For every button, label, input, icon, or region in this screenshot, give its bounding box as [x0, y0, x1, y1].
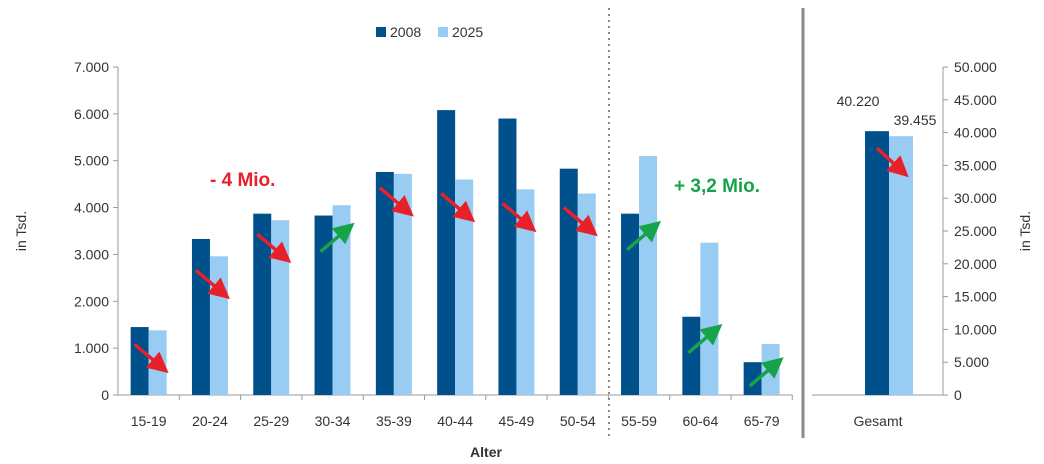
bar-2025	[639, 156, 658, 395]
bar-2008	[191, 238, 210, 395]
x-axis-title: Alter	[470, 444, 502, 460]
main-y-ticks: 0 1.000 2.000 3.000 4.000 5.000 6.000 7.000	[74, 59, 118, 403]
bar-2008	[682, 316, 701, 395]
increase-arrow	[319, 222, 355, 253]
y-tick-label: 2.000	[74, 293, 109, 309]
main-bars	[130, 110, 780, 396]
right-y-tick-label: 10.000	[954, 321, 997, 337]
decline-arrow	[194, 268, 230, 300]
x-tick-label: 20-24	[192, 413, 228, 429]
right-y-tick-label: 50.000	[954, 59, 997, 75]
right-y-tick-label: 40.000	[954, 125, 997, 141]
x-tick-label: 40-44	[437, 413, 473, 429]
x-tick-label: 25-29	[253, 413, 289, 429]
y-tick-label: 6.000	[74, 106, 109, 122]
legend-label-2008: 2008	[390, 24, 421, 40]
bar-2025-total	[889, 136, 913, 395]
total-y-ticks: 0 5.000 10.000 15.000 20.000 25.000 30.000 35.0…	[943, 59, 997, 403]
bar-2025	[700, 242, 719, 395]
x-tick-label: 50-54	[560, 413, 596, 429]
y-axis-title-right: in Tsd.	[1017, 211, 1033, 251]
right-y-tick-label: 15.000	[954, 289, 997, 305]
decline-arrow	[133, 343, 169, 374]
x-tick-label: 30-34	[315, 413, 351, 429]
decline-annotation: - 4 Mio.	[210, 170, 275, 191]
x-tick-label: 15-19	[131, 413, 167, 429]
x-tick-label: 60-64	[682, 413, 718, 429]
y-tick-label: 1.000	[74, 340, 109, 356]
increase-arrow	[625, 220, 662, 251]
bar-2008	[314, 215, 333, 395]
right-y-tick-label: 25.000	[954, 223, 997, 239]
data-label-2008-total: 40.220	[837, 93, 880, 109]
x-tick-label: 45-49	[499, 413, 535, 429]
bar-2025	[393, 173, 412, 395]
legend-label-2025: 2025	[452, 24, 483, 40]
increase-arrow	[687, 323, 723, 355]
bar-2025	[209, 256, 228, 395]
right-y-tick-label: 30.000	[954, 190, 997, 206]
bar-2008-total	[865, 131, 889, 395]
x-tick-label: 65-79	[744, 413, 780, 429]
total-bars	[865, 131, 913, 395]
bar-2008	[498, 118, 517, 396]
decline-arrow	[256, 232, 292, 264]
bar-2008	[375, 171, 394, 395]
main-trend-arrows	[133, 186, 784, 388]
right-y-tick-label: 20.000	[954, 256, 997, 272]
decline-arrow-total	[875, 146, 909, 178]
bar-2025	[516, 189, 535, 395]
increase-annotation: + 3,2 Mio.	[674, 176, 760, 197]
bar-2025	[455, 179, 474, 395]
legend: 2008 2025	[376, 24, 483, 40]
legend-swatch-2008	[376, 27, 386, 37]
bar-2008	[437, 110, 456, 395]
x-tick-label: 55-59	[621, 413, 657, 429]
decline-arrow	[378, 186, 414, 217]
decline-arrow	[440, 192, 476, 223]
y-tick-label: 3.000	[74, 246, 109, 262]
legend-swatch-2025	[438, 27, 448, 37]
right-y-tick-label: 35.000	[954, 157, 997, 173]
bar-2008	[130, 327, 149, 395]
increase-arrow	[748, 357, 784, 388]
right-y-tick-label: 45.000	[954, 92, 997, 108]
bar-2025	[332, 205, 351, 395]
bar-2008	[743, 362, 762, 395]
y-tick-label: 7.000	[74, 59, 109, 75]
bar-2008	[559, 168, 578, 395]
total-trend-arrows	[875, 146, 909, 178]
bar-2025	[577, 193, 596, 395]
y-axis-title-left: in Tsd.	[13, 211, 29, 251]
bar-2008	[621, 213, 640, 395]
x-tick-label-gesamt: Gesamt	[853, 413, 902, 429]
y-tick-label: 0	[101, 387, 109, 403]
decline-arrow	[562, 206, 598, 237]
bar-2025	[271, 220, 290, 395]
bar-2008	[253, 213, 272, 395]
decline-arrow	[501, 201, 537, 233]
main-x-ticks: 15-19 20-24 25-29 30-34 35-39 40-44 45-49 50-54…	[131, 395, 793, 429]
data-label-2025-total: 39.455	[894, 112, 937, 128]
y-tick-label: 4.000	[74, 200, 109, 216]
right-y-tick-label: 5.000	[954, 354, 989, 370]
right-y-tick-label: 0	[954, 387, 962, 403]
y-tick-label: 5.000	[74, 153, 109, 169]
x-tick-label: 35-39	[376, 413, 412, 429]
